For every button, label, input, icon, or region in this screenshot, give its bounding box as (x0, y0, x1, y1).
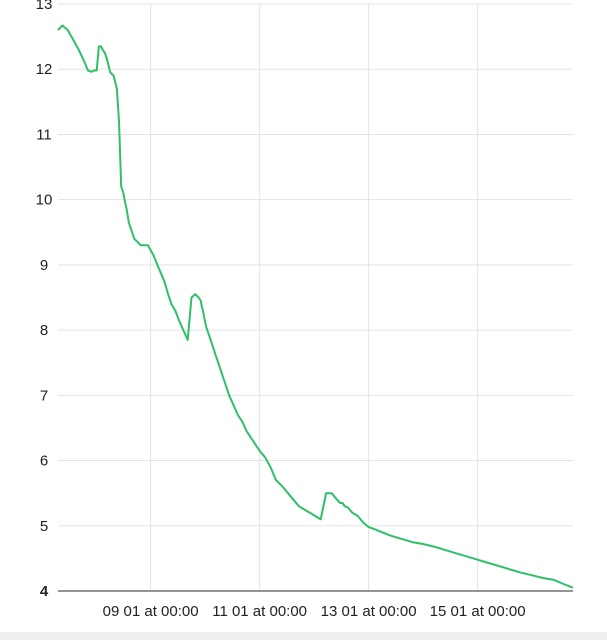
y-tick-label: 9 (40, 257, 48, 274)
y-tick-label: 8 (40, 322, 48, 339)
y-tick-label: 7 (40, 387, 48, 404)
y-tick-label: 10 (36, 192, 53, 209)
bottom-divider (0, 632, 607, 640)
y-axis-ticks: 13 12 11 10 9 8 7 6 5 4 (36, 0, 53, 600)
y-tick-label: 12 (36, 61, 53, 78)
y-tick-label: 13 (36, 0, 53, 13)
x-tick-label: 11 01 at 00:00 (212, 603, 307, 620)
y-tick-label: 4 (40, 583, 49, 600)
series-line (57, 24, 574, 589)
y-tick-label: 6 (40, 453, 48, 470)
x-axis-ticks: 09 01 at 00:00 11 01 at 00:00 13 01 at 00:… (103, 603, 526, 620)
grid-layer (58, 3, 573, 592)
x-tick-label: 13 01 at 00:00 (321, 603, 417, 620)
series-layer (57, 24, 574, 589)
y-tick-label: 5 (40, 518, 48, 535)
x-tick-label: 15 01 at 00:00 (430, 603, 526, 620)
y-tick-label: 11 (36, 126, 52, 143)
x-tick-label: 09 01 at 00:00 (103, 603, 199, 620)
